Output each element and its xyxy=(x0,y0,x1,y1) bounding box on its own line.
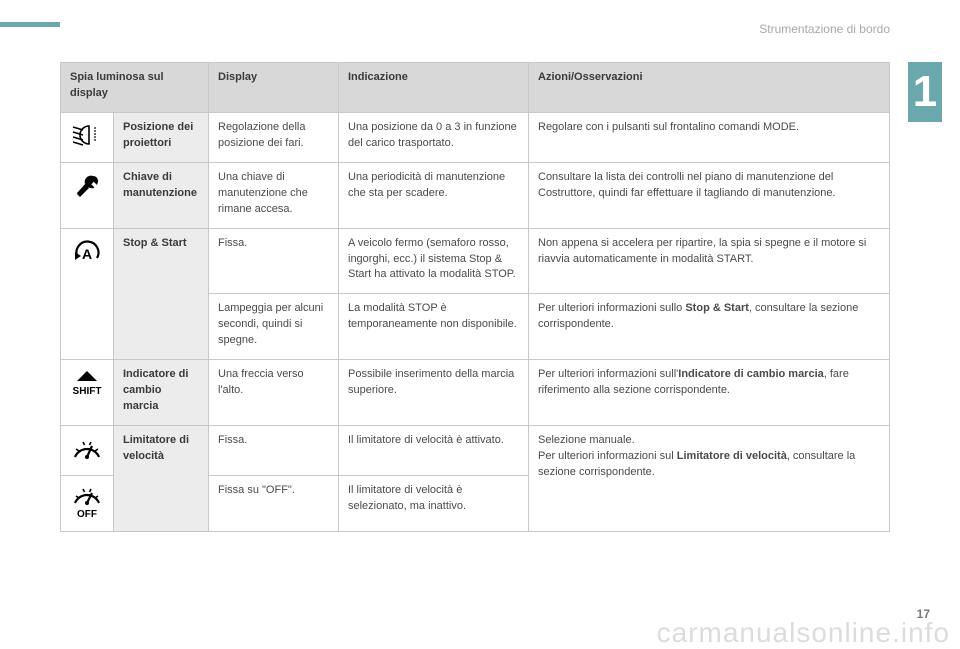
header-col4: Azioni/Osservazioni xyxy=(529,63,890,113)
watermark: carmanualsonline.info xyxy=(657,617,950,649)
row-indication: Una posizione da 0 a 3 in funzione del c… xyxy=(339,112,529,162)
shift-icon: SHIFT xyxy=(61,360,114,426)
row-indication: Il limitatore di velocità è attivato. xyxy=(339,426,529,476)
row-label: Posizione dei proiettori xyxy=(114,112,209,162)
header-col2: Display xyxy=(209,63,339,113)
action-bold: Indicatore di cambio marcia xyxy=(678,368,824,380)
table-header-row: Spia luminosa sul display Display Indica… xyxy=(61,63,890,113)
row-display: Fissa. xyxy=(209,228,339,294)
section-label: Strumentazione di bordo xyxy=(759,22,890,36)
stop-start-icon: A xyxy=(61,228,114,360)
shift-icon-text: SHIFT xyxy=(73,386,102,397)
action-bold: Stop & Start xyxy=(685,302,749,314)
wrench-icon xyxy=(61,162,114,228)
table-row: A Stop & Start Fissa. A veicolo fermo (s… xyxy=(61,228,890,294)
row-label: Stop & Start xyxy=(114,228,209,360)
table-row: Chiave di manutenzione Una chiave di man… xyxy=(61,162,890,228)
table-row: SHIFT Indicatore di cambio marcia Una fr… xyxy=(61,360,890,426)
svg-text:A: A xyxy=(82,246,92,262)
row-indication: A veicolo fermo (semaforo rosso, ingorgh… xyxy=(339,228,529,294)
row-action: Per ulteriori informazioni sull'Indicato… xyxy=(529,360,890,426)
row-label: Chiave di manutenzione xyxy=(114,162,209,228)
row-display: Fissa su "OFF". xyxy=(209,476,339,532)
table-row: Limitatore di velocità Fissa. Il limitat… xyxy=(61,426,890,476)
chapter-number: 1 xyxy=(908,62,942,122)
row-action: Per ulteriori informazioni sullo Stop & … xyxy=(529,294,890,360)
row-indication: Il limitatore di velocità è selezionato,… xyxy=(339,476,529,532)
table-row: Posizione dei proiettori Regolazione del… xyxy=(61,112,890,162)
header-col1: Spia luminosa sul display xyxy=(61,63,209,113)
row-indication: Una periodicità di manutenzione che sta … xyxy=(339,162,529,228)
action-bold: Limitatore di velocità xyxy=(677,450,787,462)
row-action: Regolare con i pulsanti sul frontalino c… xyxy=(529,112,890,162)
row-label: Indicatore di cambio marcia xyxy=(114,360,209,426)
row-action: Consultare la lista dei controlli nel pi… xyxy=(529,162,890,228)
action-prefix: Per ulteriori informazioni sul xyxy=(538,450,677,462)
row-indication: Possibile inserimento della marcia super… xyxy=(339,360,529,426)
headlamp-level-icon xyxy=(61,112,114,162)
action-prefix: Per ulteriori informazioni sull' xyxy=(538,368,678,380)
row-action: Non appena si accelera per ripartire, la… xyxy=(529,228,890,294)
speed-limiter-off-icon: OFF xyxy=(61,476,114,532)
warning-lights-table: Spia luminosa sul display Display Indica… xyxy=(60,62,890,532)
action-line1: Selezione manuale. xyxy=(538,434,635,446)
row-label: Limitatore di velocità xyxy=(114,426,209,532)
row-action: Selezione manuale. Per ulteriori informa… xyxy=(529,426,890,532)
speed-limiter-icon xyxy=(61,426,114,476)
top-accent-bar xyxy=(0,22,60,27)
row-display: Regolazione della posizione dei fari. xyxy=(209,112,339,162)
off-icon-text: OFF xyxy=(77,509,97,519)
row-indication: La modalità STOP è temporaneamente non d… xyxy=(339,294,529,360)
row-display: Fissa. xyxy=(209,426,339,476)
action-prefix: Per ulteriori informazioni sullo xyxy=(538,302,685,314)
row-display: Una freccia verso l'alto. xyxy=(209,360,339,426)
header-col3: Indicazione xyxy=(339,63,529,113)
row-display: Una chiave di manutenzione che rimane ac… xyxy=(209,162,339,228)
row-display: Lampeggia per alcuni secondi, quindi si … xyxy=(209,294,339,360)
